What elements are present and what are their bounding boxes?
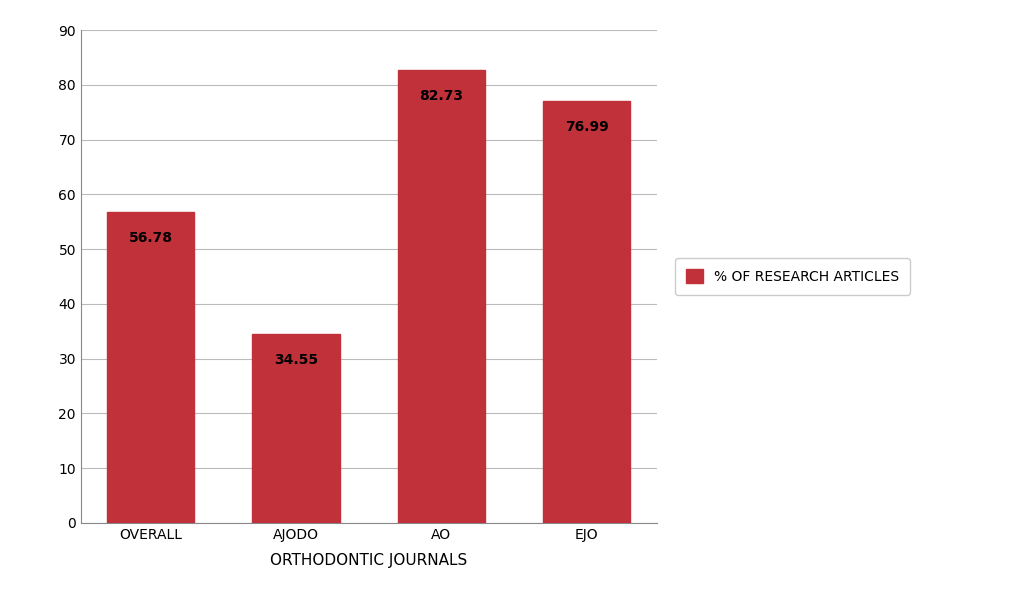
Legend: % OF RESEARCH ARTICLES: % OF RESEARCH ARTICLES <box>675 258 910 295</box>
Bar <box>252 334 339 523</box>
Bar <box>543 102 630 523</box>
Bar <box>398 70 485 523</box>
Text: 82.73: 82.73 <box>419 89 464 103</box>
Bar <box>107 212 194 523</box>
Text: 56.78: 56.78 <box>128 231 173 245</box>
Text: 76.99: 76.99 <box>565 120 609 135</box>
Text: 34.55: 34.55 <box>274 353 318 367</box>
X-axis label: ORTHODONTIC JOURNALS: ORTHODONTIC JOURNALS <box>270 553 468 568</box>
